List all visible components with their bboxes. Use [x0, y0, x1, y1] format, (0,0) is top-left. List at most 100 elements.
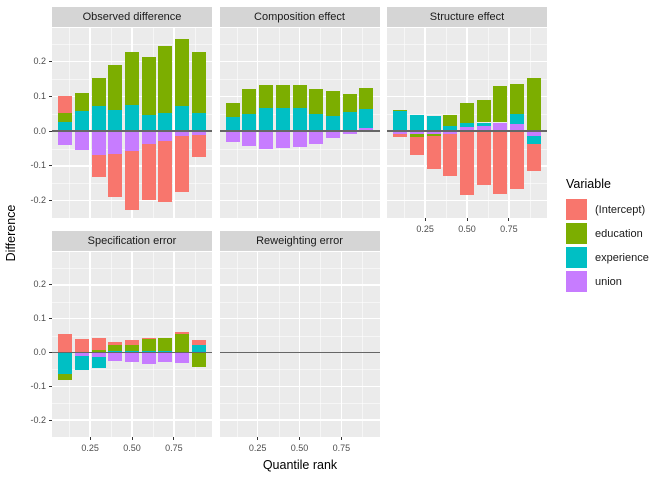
bar-segment-education	[91, 349, 106, 353]
bar-segment-experience	[409, 114, 424, 132]
y-tick-mark	[48, 61, 52, 63]
bar-segment-union	[74, 352, 89, 357]
gridline-major-x	[89, 27, 91, 218]
x-tick-mark	[257, 437, 259, 440]
bar-segment-education	[409, 134, 424, 138]
bar-segment-experience	[191, 112, 206, 132]
x-axis-title: Quantile rank	[262, 458, 338, 472]
y-tick-label: 0.0	[33, 346, 46, 357]
bar-segment-experience	[191, 345, 206, 353]
bar-segment-union	[158, 352, 173, 363]
y-tick-mark	[48, 351, 52, 353]
bar-segment-Intercept	[526, 144, 541, 172]
legend-swatch	[566, 223, 587, 244]
bar-segment-experience	[359, 109, 374, 128]
x-tick-mark	[299, 437, 300, 440]
bar-segment-experience	[393, 111, 408, 132]
gridline-major-x	[256, 27, 259, 218]
bar-segment-Intercept	[91, 338, 106, 350]
x-tick-mark	[424, 218, 426, 221]
bar-segment-union	[275, 131, 290, 148]
bar-segment-union	[74, 131, 89, 151]
bar-segment-experience	[91, 356, 106, 368]
bar-segment-experience	[309, 113, 324, 132]
gridline-major-x	[256, 251, 259, 437]
zero-line	[52, 351, 212, 354]
bar-segment-union	[91, 352, 106, 357]
legend-entries: (Intercept) education experience union	[566, 199, 649, 292]
bar-segment-Intercept	[443, 133, 458, 176]
bar-segment-Intercept	[493, 131, 508, 195]
bar-segment-Intercept	[409, 137, 424, 155]
bar-segment-union	[242, 131, 257, 147]
y-tick-mark	[48, 419, 52, 421]
bar-segment-union	[175, 131, 190, 137]
bar-segment-experience	[292, 107, 307, 132]
bar-segment-education	[191, 352, 206, 367]
bar-segment-Intercept	[74, 338, 89, 353]
legend-label: education	[595, 227, 643, 240]
bar-segment-union	[460, 127, 474, 132]
y-tick-mark	[48, 165, 52, 167]
facet-panel-composition-effect	[219, 27, 380, 218]
bar-segment-union	[526, 131, 541, 137]
bar-segment-union	[493, 122, 508, 132]
bar-segment-union	[58, 131, 73, 146]
bar-segment-education	[426, 134, 441, 137]
bar-segment-education	[342, 94, 357, 112]
facet-panel-structure-effect	[387, 27, 547, 218]
bar-segment-education	[58, 113, 73, 123]
bar-segment-education	[510, 83, 525, 115]
zero-line	[52, 130, 212, 132]
bar-segment-experience	[476, 122, 491, 126]
zero-line	[219, 130, 380, 132]
gridline-major-x	[508, 27, 510, 218]
legend-entry-intercept: (Intercept)	[566, 199, 649, 220]
gridline-minor-x	[236, 251, 238, 437]
zero-line	[387, 130, 547, 132]
bar-segment-union	[342, 131, 357, 134]
bar-segment-union	[426, 131, 441, 135]
bar-segment-education	[91, 78, 106, 107]
zero-line	[219, 351, 380, 354]
bar-segment-experience	[175, 106, 190, 132]
x-tick-mark	[466, 218, 468, 221]
gridline-major-x	[89, 251, 91, 437]
x-tick-label: 0.50	[123, 443, 141, 453]
gridline-major-x	[424, 27, 426, 218]
bar-segment-experience	[74, 111, 89, 132]
bar-segment-Intercept	[175, 136, 190, 192]
y-tick-mark	[48, 385, 52, 387]
legend-entry-experience: experience	[566, 247, 649, 268]
bar-segment-Intercept	[91, 154, 106, 177]
legend-swatch	[566, 271, 587, 292]
bar-segment-experience	[225, 116, 240, 132]
y-tick-mark	[48, 284, 52, 286]
bar-segment-Intercept	[158, 140, 173, 202]
y-tick-label: 0.1	[33, 90, 46, 101]
y-tick-mark	[48, 318, 52, 320]
bar-segment-experience	[443, 125, 458, 132]
bar-segment-education	[493, 86, 508, 123]
bar-segment-Intercept	[476, 131, 491, 186]
legend-entry-union: union	[566, 271, 649, 292]
bar-segment-experience	[325, 116, 340, 132]
x-tick-label: 0.50	[290, 443, 309, 453]
bar-segment-education	[460, 102, 474, 124]
gridline-minor-x	[278, 251, 280, 437]
bar-segment-union	[309, 131, 324, 145]
bar-segment-union	[259, 131, 274, 149]
bar-segment-union	[325, 131, 340, 139]
bar-segment-experience	[58, 122, 73, 132]
bar-segment-experience	[426, 115, 441, 132]
bar-segment-education	[526, 78, 541, 132]
gridline-minor-x	[362, 251, 364, 437]
bar-segment-education	[58, 374, 73, 380]
gridline-major-x	[173, 27, 175, 218]
bar-segment-education	[443, 114, 458, 126]
y-axis-title: Difference	[4, 204, 18, 262]
y-tick-label: -0.2	[30, 195, 46, 206]
facet-strip-specification-error: Specification error	[52, 231, 212, 251]
bar-segment-education	[259, 85, 274, 109]
bar-segment-Intercept	[191, 339, 206, 346]
